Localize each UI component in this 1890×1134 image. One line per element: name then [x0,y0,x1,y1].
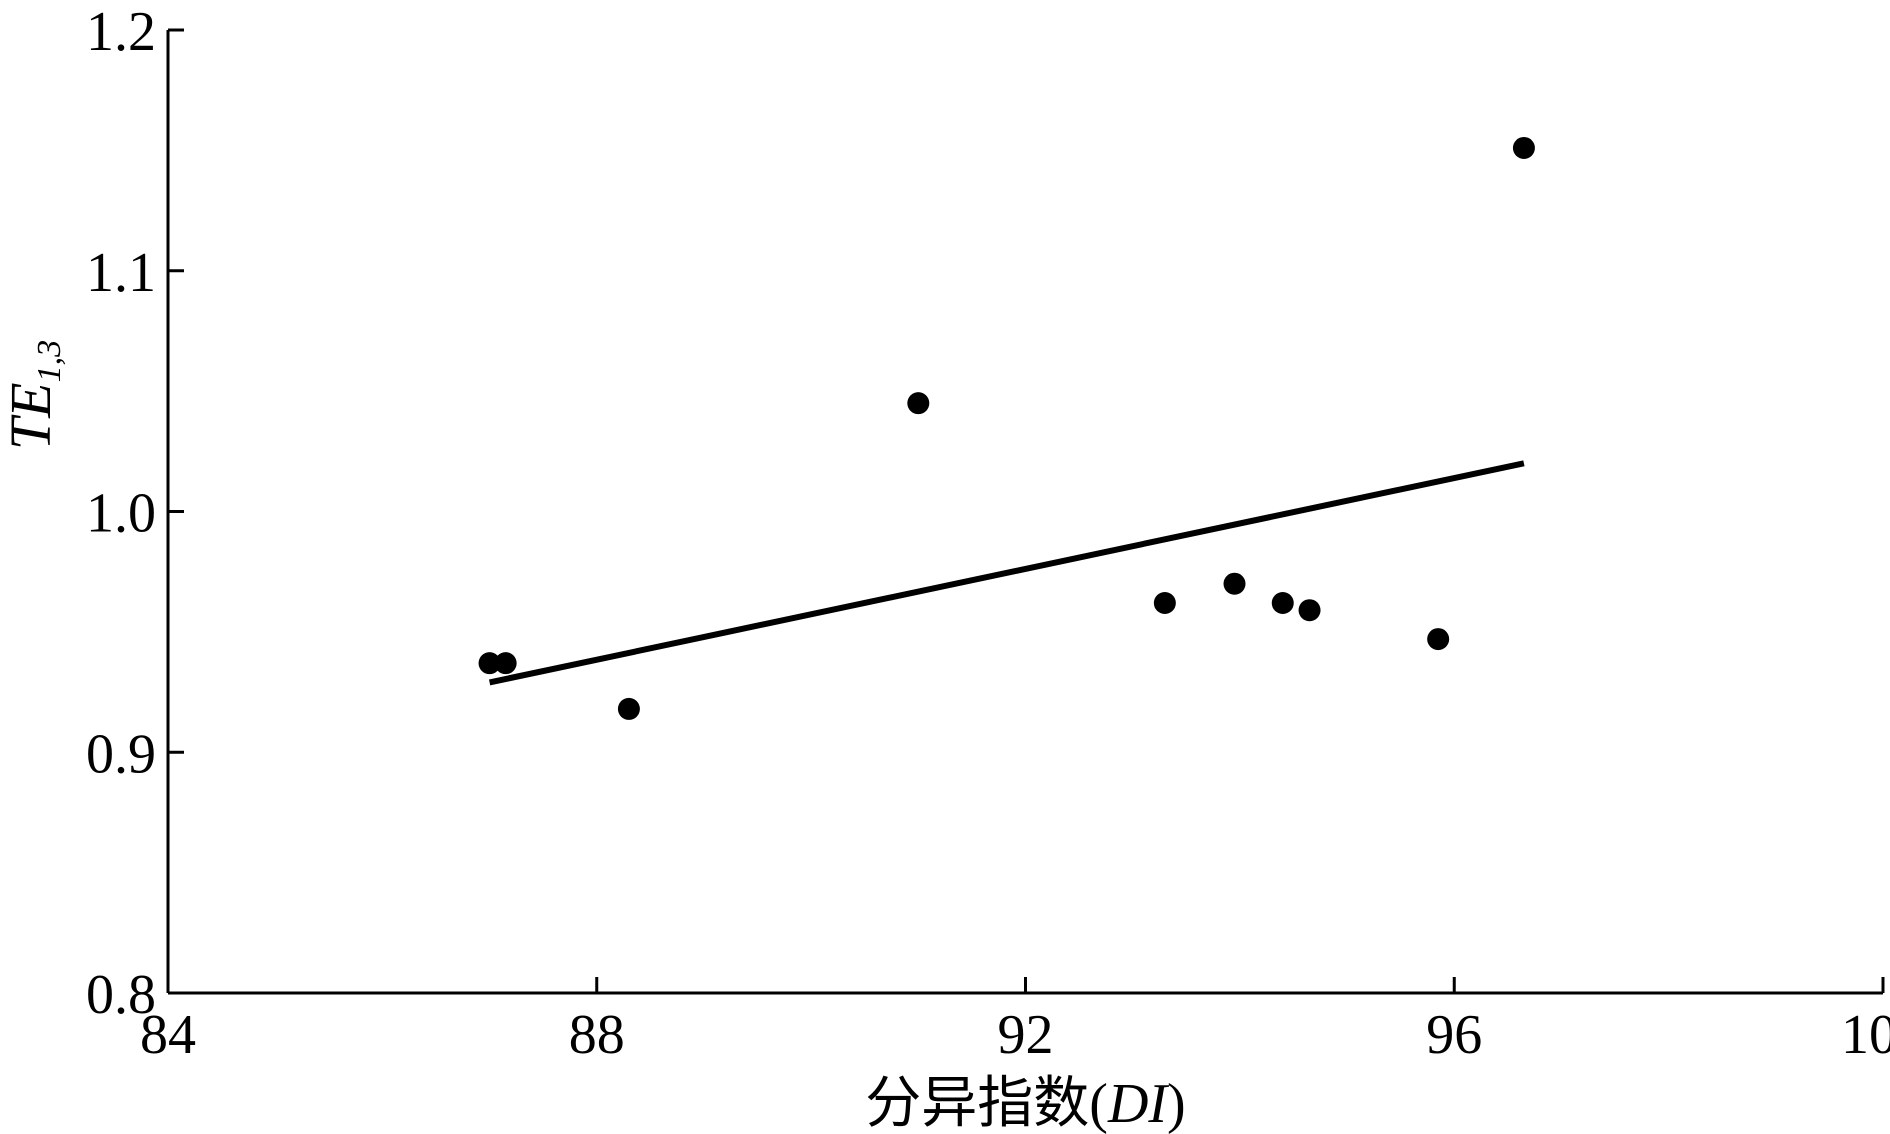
y-axis-title-subscript: 1,3 [31,340,68,383]
data-point [1427,628,1450,651]
data-point [1271,591,1294,614]
data-point [1512,136,1535,159]
data-point [1153,591,1176,614]
x-tick-label: 96 [1426,1004,1482,1066]
tick-labels: 84 88 92 96 100 0.8 0.9 1.0 1.1 1.2 [86,1,1890,1066]
data-point [1223,572,1246,595]
data-point [478,652,501,675]
y-tick-label: 1.1 [86,242,156,304]
data-points [478,136,1535,720]
x-axis-title: 分异指数(DI) [865,1073,1185,1134]
y-tick-label: 1.0 [86,483,156,545]
x-tick-label: 88 [569,1004,625,1066]
x-axis-title-prefix: 分异指数( [865,1073,1108,1134]
trend-line [488,460,1525,686]
y-axis-title: TE1,3 [0,340,68,450]
data-point [1298,599,1321,622]
y-tick-label: 1.2 [86,1,156,63]
x-tick-label: 92 [998,1004,1054,1066]
y-tick-label: 0.8 [86,964,156,1026]
axes [166,30,1885,995]
ticks [166,28,1885,995]
data-point [494,652,517,675]
y-tick-label: 0.9 [86,723,156,785]
data-point [617,697,640,720]
x-axis-title-var: DI [1107,1073,1169,1134]
x-axis-title-suffix: ) [1167,1073,1186,1134]
y-axis-title-main: TE [0,382,63,450]
data-point [907,392,930,415]
x-tick-label: 100 [1841,1004,1890,1066]
x-tick-label: 84 [140,1004,196,1066]
